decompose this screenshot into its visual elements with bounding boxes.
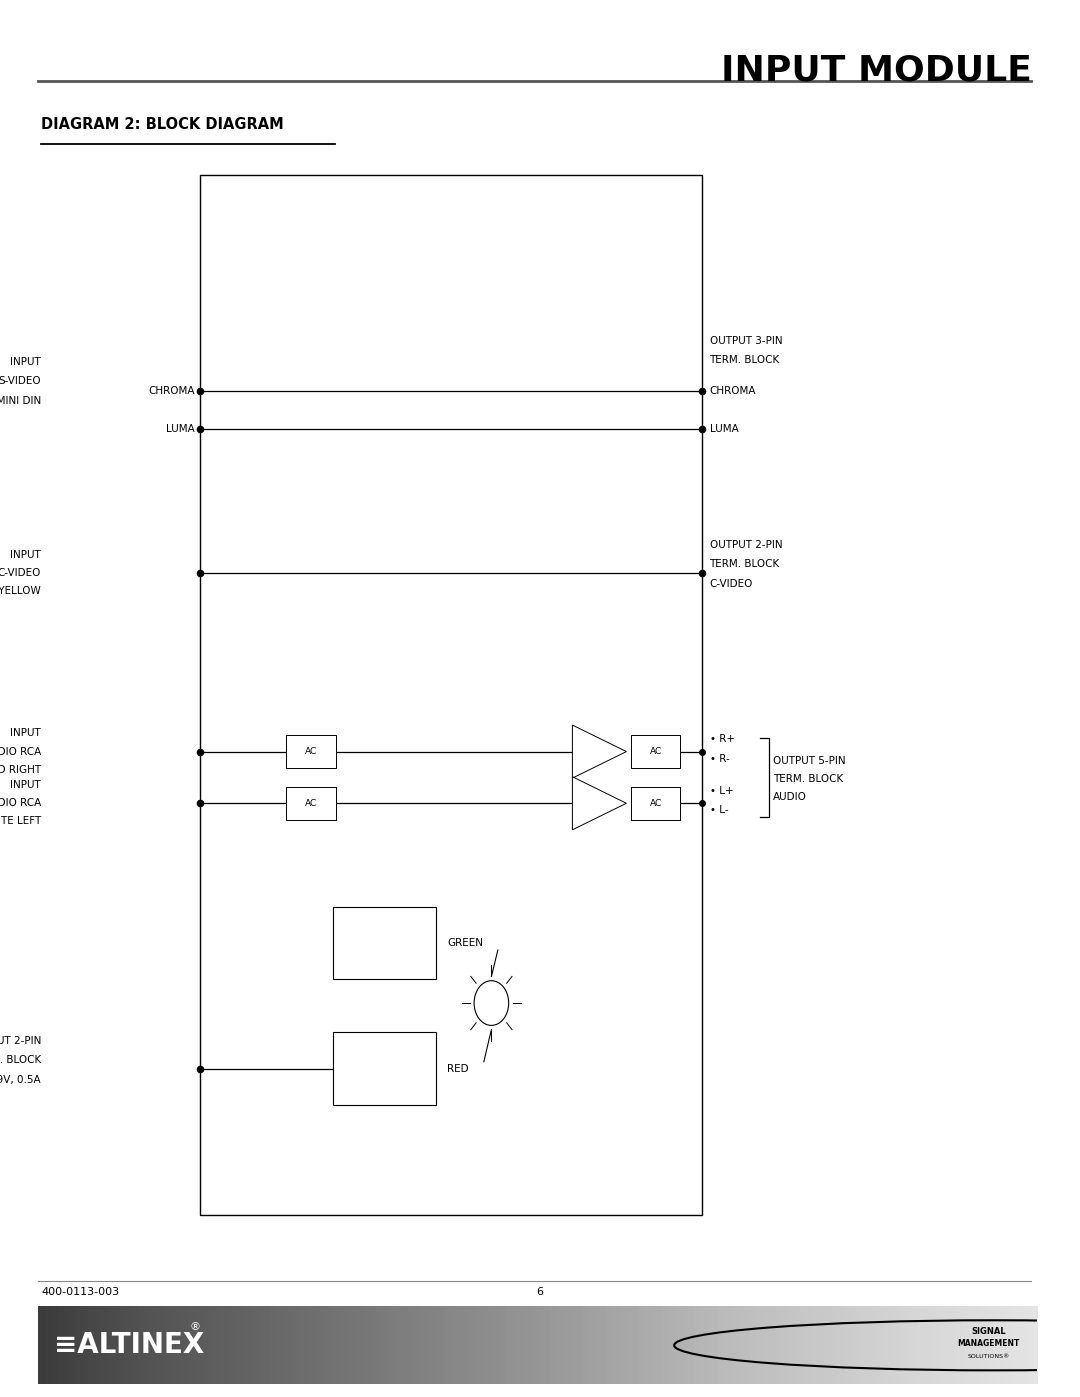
Text: • L-: • L- — [710, 805, 728, 816]
Text: OUTPUT 5-PIN: OUTPUT 5-PIN — [773, 756, 846, 766]
Polygon shape — [572, 725, 626, 778]
Bar — [286, 735, 336, 768]
Text: GREEN: GREEN — [447, 937, 483, 949]
Text: S-VIDEO: S-VIDEO — [0, 376, 41, 387]
Text: INPUT: INPUT — [11, 356, 41, 367]
Text: OUTPUT 3-PIN: OUTPUT 3-PIN — [710, 335, 782, 346]
Text: LUMA: LUMA — [165, 423, 194, 434]
Text: C-VIDEO: C-VIDEO — [0, 567, 41, 578]
Bar — [200, 175, 702, 1215]
Text: AC: AC — [305, 747, 318, 756]
Text: AUDIO: AUDIO — [773, 792, 807, 802]
Text: TERM. BLOCK: TERM. BLOCK — [0, 1055, 41, 1066]
Bar — [631, 787, 680, 820]
Polygon shape — [572, 777, 626, 830]
Bar — [631, 735, 680, 768]
Text: AUDIO RCA: AUDIO RCA — [0, 798, 41, 809]
Text: DETECT: DETECT — [364, 949, 405, 960]
Bar — [286, 787, 336, 820]
Bar — [333, 1032, 436, 1105]
Text: 4-PIN MINI DIN: 4-PIN MINI DIN — [0, 395, 41, 407]
Text: AUDIO RCA: AUDIO RCA — [0, 746, 41, 757]
Text: SOLUTIONS®: SOLUTIONS® — [968, 1354, 1010, 1359]
Text: INPUT MODULE: INPUT MODULE — [720, 53, 1031, 87]
Text: CHROMA: CHROMA — [710, 386, 756, 397]
Text: MANAGEMENT: MANAGEMENT — [958, 1340, 1020, 1348]
Text: C-VIDEO: C-VIDEO — [710, 578, 753, 590]
Text: INPUT: INPUT — [11, 549, 41, 560]
Text: LUMA: LUMA — [710, 423, 739, 434]
Text: • R+: • R+ — [710, 733, 734, 745]
Text: AC: AC — [649, 799, 662, 807]
Text: POWER: POWER — [365, 1052, 404, 1063]
Text: TERM. BLOCK: TERM. BLOCK — [773, 774, 843, 784]
Text: Tel: 714-990-2300 • Toll-Free: 1-800-ALTINEX • FAX: 714-990-3303 • E-mail: solut: Tel: 714-990-2300 • Toll-Free: 1-800-ALT… — [238, 1348, 842, 1359]
Text: INPUT 2-PIN: INPUT 2-PIN — [0, 1035, 41, 1046]
Text: 400-0113-003: 400-0113-003 — [41, 1287, 119, 1298]
Text: TERM. BLOCK: TERM. BLOCK — [710, 559, 780, 570]
Text: CHROMA: CHROMA — [148, 386, 194, 397]
Text: POWER 9V, 0.5A: POWER 9V, 0.5A — [0, 1074, 41, 1085]
Text: • L+: • L+ — [710, 785, 733, 796]
Text: SIGNAL: SIGNAL — [365, 926, 404, 937]
Text: SUPPLY: SUPPLY — [366, 1074, 403, 1085]
Text: AC: AC — [649, 747, 662, 756]
Text: RED RIGHT: RED RIGHT — [0, 764, 41, 775]
Text: TERM. BLOCK: TERM. BLOCK — [710, 355, 780, 366]
Text: INPUT: INPUT — [11, 780, 41, 791]
Text: OUTPUT 2-PIN: OUTPUT 2-PIN — [710, 539, 782, 550]
Text: ≡ALTINEX: ≡ALTINEX — [54, 1331, 204, 1359]
Text: ®: ® — [190, 1323, 201, 1333]
Text: RED: RED — [447, 1063, 469, 1074]
Text: WHITE LEFT: WHITE LEFT — [0, 816, 41, 827]
Text: 6: 6 — [537, 1287, 543, 1298]
Text: RCA YELLOW: RCA YELLOW — [0, 585, 41, 597]
Text: AC: AC — [305, 799, 318, 807]
Text: INPUT: INPUT — [11, 728, 41, 739]
Text: DIAGRAM 2: BLOCK DIAGRAM: DIAGRAM 2: BLOCK DIAGRAM — [41, 117, 284, 133]
Bar — [333, 907, 436, 979]
Text: • R-: • R- — [710, 753, 729, 764]
Text: SIGNAL: SIGNAL — [972, 1327, 1007, 1336]
